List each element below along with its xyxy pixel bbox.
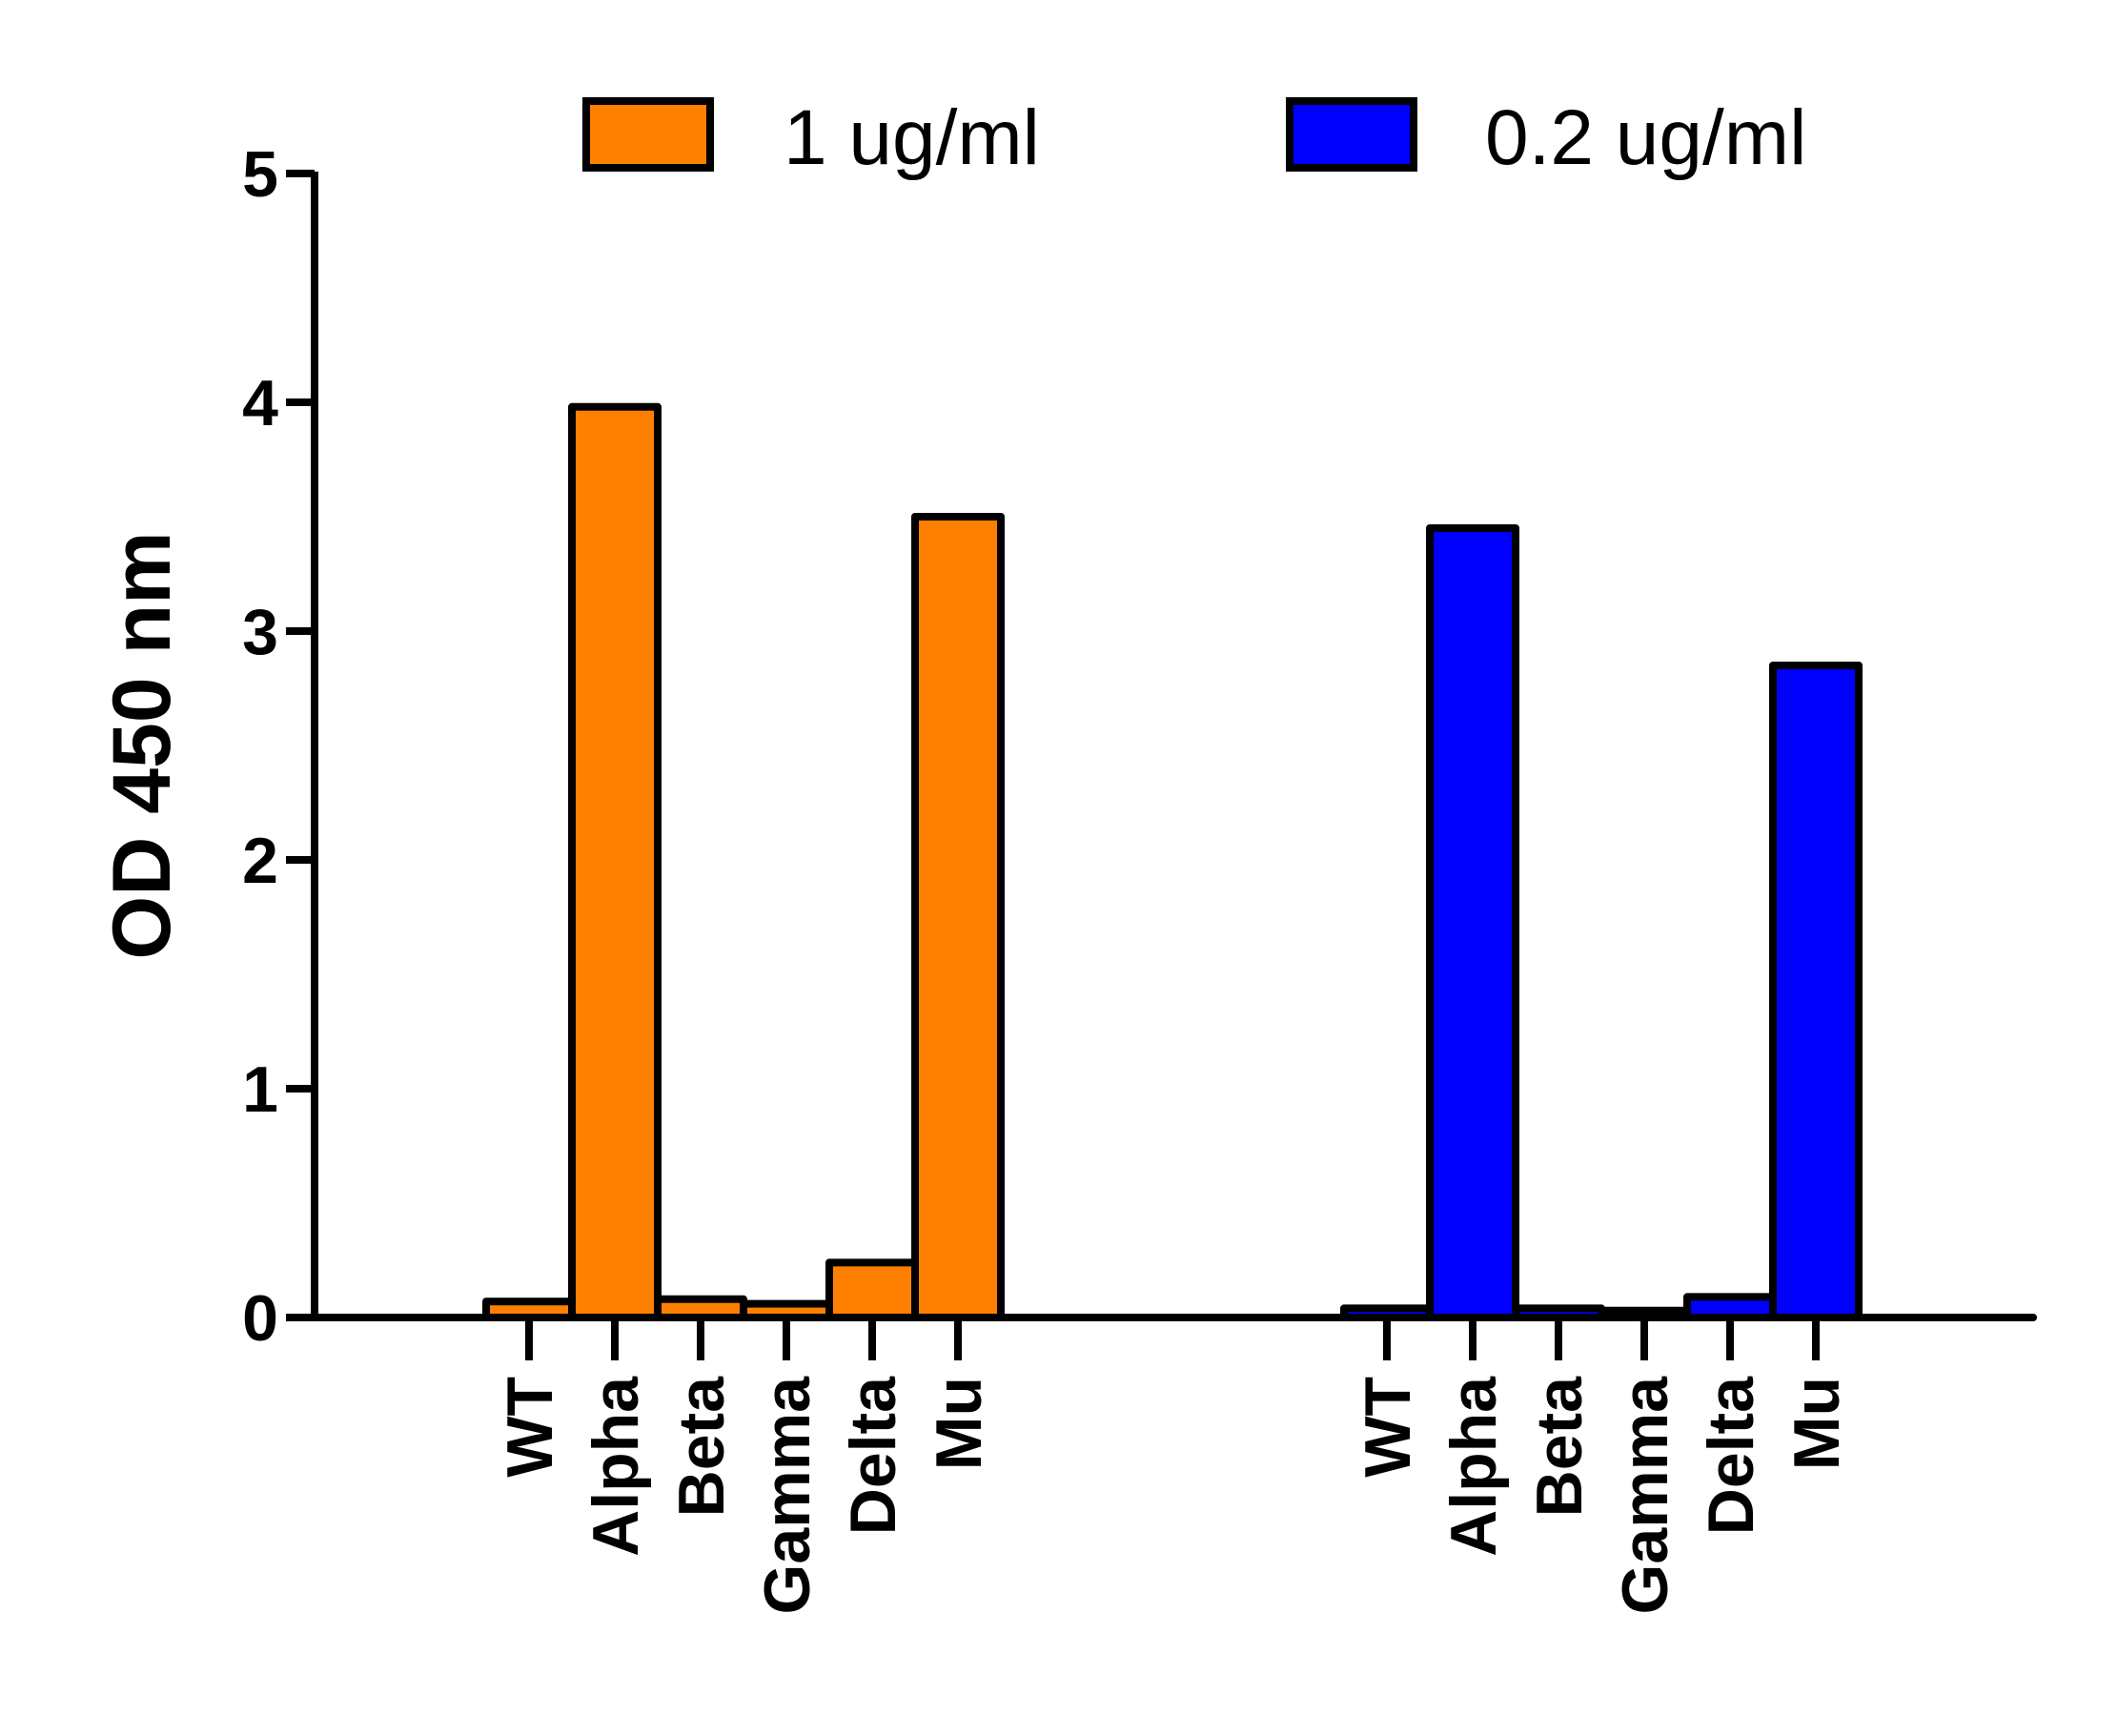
series-0-2-ug-ml: [1340, 524, 1863, 1322]
legend-label: 0.2 ug/ml: [1485, 94, 1806, 181]
legend-item-0-2-ug-ml: 0.2 ug/ml: [1286, 94, 1806, 181]
x-axis: WT Alpha Beta Gamma Delta Mu WT Alpha Beta Gamma D…: [311, 1314, 2037, 1615]
x-tick-label-gamma: Gamma: [1609, 1376, 1681, 1615]
x-tick-label-delta: Delta: [1695, 1376, 1767, 1535]
y-axis-title: OD 450 nm: [96, 531, 188, 959]
legend: 1 ug/ml 0.2 ug/ml: [582, 94, 1806, 181]
bar-delta-0-2-ug-ml: [1683, 1293, 1777, 1322]
legend-swatch: [1286, 97, 1417, 172]
bar-gamma-0-2-ug-ml: [1598, 1306, 1691, 1322]
y-tick-label: 1: [242, 1053, 278, 1126]
bar-gamma-1-ug-ml: [740, 1299, 833, 1321]
y-tick-label: 0: [242, 1282, 278, 1355]
bar-mu-0-2-ug-ml: [1769, 662, 1863, 1321]
y-tick-label: 4: [242, 367, 278, 439]
bar-mu-1-ug-ml: [911, 513, 1005, 1321]
y-tick-label: 3: [242, 596, 278, 668]
x-tick-label-mu: Mu: [1781, 1377, 1853, 1470]
x-tick-label-beta: Beta: [1523, 1376, 1596, 1518]
x-tick-label-mu: Mu: [923, 1377, 995, 1470]
x-tick-label-delta: Delta: [837, 1376, 909, 1535]
x-tick-label-wt: WT: [494, 1377, 566, 1478]
bar-delta-1-ug-ml: [825, 1258, 919, 1322]
y-tick-label: 2: [242, 825, 278, 897]
bars: [482, 402, 1863, 1322]
bar-wt-0-2-ug-ml: [1340, 1304, 1434, 1322]
y-tick-label: 5: [242, 138, 278, 211]
x-tick-label-gamma: Gamma: [751, 1376, 824, 1615]
bar-wt-1-ug-ml: [482, 1297, 576, 1321]
legend-label: 1 ug/ml: [784, 94, 1040, 181]
legend-swatch: [582, 97, 714, 172]
bar-alpha-0-2-ug-ml: [1426, 524, 1519, 1321]
bar-beta-1-ug-ml: [654, 1295, 747, 1322]
series-1-ug-ml: [482, 402, 1005, 1322]
x-tick-label-alpha: Alpha: [580, 1376, 652, 1557]
x-tick-label-alpha: Alpha: [1437, 1376, 1510, 1557]
y-axis: 0 1 2 3 4 5: [242, 138, 318, 1355]
legend-item-1-ug-ml: 1 ug/ml: [582, 94, 1040, 181]
x-tick-label-wt: WT: [1352, 1377, 1424, 1478]
bar-beta-0-2-ug-ml: [1512, 1304, 1605, 1322]
x-tick-label-beta: Beta: [665, 1376, 738, 1518]
bar-alpha-1-ug-ml: [568, 402, 662, 1321]
